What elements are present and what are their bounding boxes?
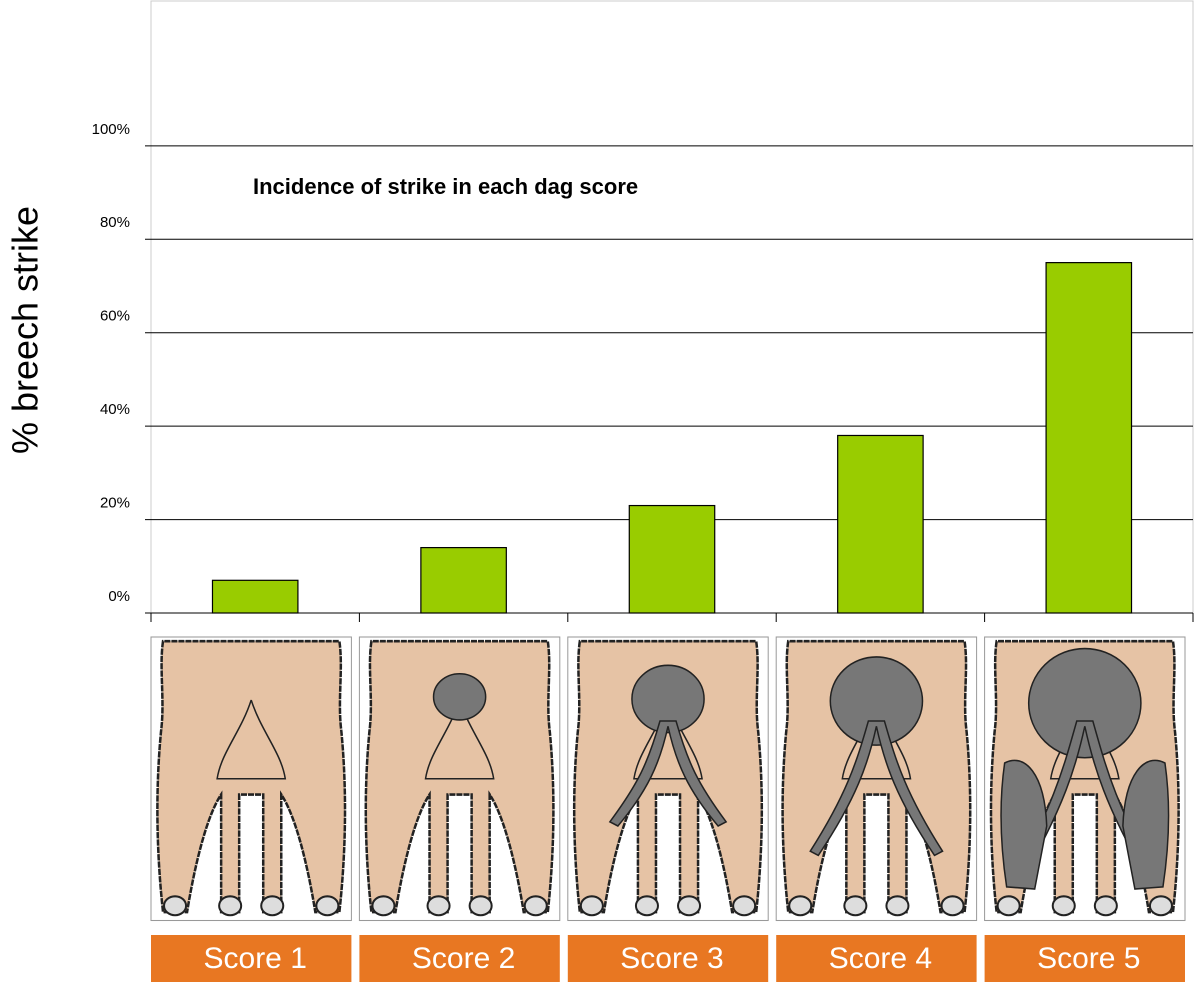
illustrations (150, 636, 1186, 922)
bar (628, 504, 716, 614)
dag-strand (809, 720, 944, 857)
hoof (371, 895, 396, 917)
y-axis-label: % breech strike (5, 206, 46, 454)
y-tick-label: 40% (100, 401, 130, 418)
bar (1045, 262, 1133, 614)
hoof (163, 895, 188, 917)
y-tick-label: 60% (100, 308, 130, 325)
dag (829, 656, 924, 746)
x-tick-label: Score 2 (412, 942, 515, 975)
bar (420, 546, 507, 614)
x-tick-label: Score 1 (204, 942, 307, 975)
bar (211, 579, 299, 614)
hoof (1093, 895, 1118, 917)
score-box (567, 935, 769, 982)
sheep-crease (424, 699, 495, 780)
sheep-crease (216, 699, 287, 780)
hoof (1051, 895, 1076, 917)
x-tick-label: Score 5 (1037, 942, 1140, 975)
hoof (732, 895, 757, 917)
hoof (843, 895, 868, 917)
hoof (634, 895, 659, 917)
hoof (218, 895, 243, 917)
x-tick-label: Score 4 (829, 942, 932, 975)
y-tick-label: 20% (100, 495, 130, 512)
hoof (426, 895, 451, 917)
sheep-panel (984, 636, 1186, 922)
hoof (523, 895, 548, 917)
bar (837, 434, 924, 614)
y-tick-label: 100% (92, 121, 130, 138)
dag (432, 672, 487, 721)
chart-title: Incidence of strike in each dag score (253, 174, 638, 199)
dag (1027, 647, 1142, 759)
hoof (315, 895, 340, 917)
score-box (984, 935, 1185, 982)
hoof (260, 895, 285, 917)
hoof (1148, 895, 1173, 917)
sheep-panel (567, 636, 769, 922)
hoof (788, 895, 813, 917)
hoof (579, 895, 604, 917)
x-tick-label: Score 3 (620, 942, 723, 975)
sheep-panel (775, 636, 978, 922)
hoof (677, 895, 702, 917)
hoof (996, 895, 1021, 917)
hoof (468, 895, 493, 917)
sheep-panel (150, 636, 352, 922)
y-tick-label: 0% (108, 588, 130, 605)
sheep-panel (358, 636, 561, 922)
hoof (885, 895, 910, 917)
score-box (359, 935, 560, 982)
score-box (151, 935, 352, 982)
sheep-body (781, 639, 972, 914)
sheep-body (364, 639, 555, 914)
hoof (940, 895, 965, 917)
y-tick-label: 80% (100, 214, 130, 231)
sheep-body (572, 639, 764, 914)
dag-legs (1000, 759, 1170, 890)
dag-strand (608, 720, 728, 827)
score-box (776, 935, 977, 982)
dag (631, 664, 705, 734)
sheep-body (156, 639, 347, 914)
